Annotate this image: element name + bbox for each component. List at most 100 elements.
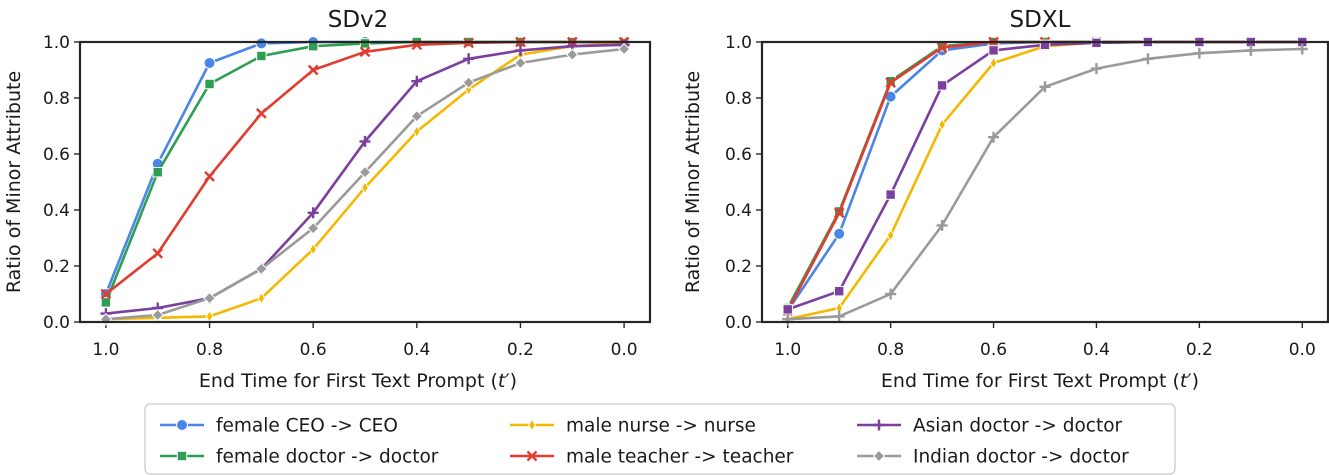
series-indian: [99, 42, 631, 326]
data-point-teacher: [204, 171, 215, 182]
legend-item-asian: Asian doctor -> doctor: [857, 416, 1123, 437]
x-tick-label: 0.6: [980, 340, 1007, 360]
data-point-teacher: [100, 288, 112, 300]
data-point-indian: [1142, 53, 1154, 65]
legend-marker-fdoc: [176, 450, 188, 462]
y-tick-label: 0.4: [725, 201, 752, 221]
data-point-fdoc: [359, 38, 371, 49]
data-point-indian: [462, 76, 475, 89]
data-point-indian: [1245, 44, 1257, 56]
x-tick-label: 0.8: [196, 340, 223, 360]
data-point-nurse: [989, 56, 998, 70]
series-group-sdv2: [99, 36, 631, 326]
legend-items: female CEO -> CEO female doctor -> doctor…: [160, 416, 1129, 468]
data-point-indian: [1039, 81, 1051, 93]
x-tick-label: 0.8: [877, 340, 904, 360]
data-point-ceo: [203, 57, 216, 69]
x-axis-label-text: End Time for First Text Prompt (: [199, 370, 498, 392]
x-axis-label-prime: ′: [1187, 370, 1191, 392]
data-point-nurse: [309, 242, 318, 256]
x-tick-label: 0.2: [507, 340, 534, 360]
legend-label-ceo: female CEO -> CEO: [216, 416, 398, 437]
data-point-indian: [566, 48, 579, 61]
data-point-indian: [1296, 43, 1308, 55]
x-tick-label: 0.4: [1083, 340, 1110, 360]
legend-marker-teacher: [526, 450, 538, 462]
y-tick-label: 1.0: [725, 33, 752, 53]
legend-marker-asian: [873, 419, 885, 431]
y-tick-label: 0.0: [43, 313, 70, 333]
data-point-teacher: [307, 64, 319, 76]
y-tick-label: 1.0: [43, 33, 70, 53]
data-point-asian: [359, 135, 371, 147]
data-point-indian: [833, 310, 845, 322]
series-indian: [782, 43, 1308, 325]
data-point-nurse: [938, 118, 946, 132]
y-tick-label: 0.2: [725, 257, 752, 277]
data-point-indian: [936, 219, 948, 231]
x-axis-label-variable: t: [498, 370, 507, 392]
legend-label-asian: Asian doctor -> doctor: [913, 416, 1123, 437]
legend-box: [144, 403, 1176, 475]
data-point-fdoc: [204, 78, 215, 90]
legend-marker-ceo: [176, 419, 188, 431]
data-point-asian: [463, 53, 475, 65]
y-tick-label: 0.0: [725, 313, 752, 333]
data-point-indian: [255, 262, 268, 276]
data-point-indian: [358, 165, 372, 179]
legend-item-fdoc: female doctor -> doctor: [160, 447, 439, 468]
x-tick-label: 1.0: [774, 340, 801, 360]
legend-marker-indian: [872, 449, 886, 463]
series-asian: [100, 39, 630, 320]
x-axis-label-prime: ′: [505, 370, 509, 392]
x-tick-label: 0.2: [1186, 340, 1213, 360]
data-point-fdoc: [152, 167, 163, 178]
x-tick-label: 1.0: [92, 340, 119, 360]
panel-sdxl: SDXL Ratio of Minor Attribute End Time f…: [682, 7, 1329, 392]
data-point-asian: [514, 44, 526, 56]
plot-frame-sdxl: [760, 40, 1329, 324]
data-point-asian: [885, 189, 896, 200]
data-point-teacher: [833, 207, 845, 219]
data-point-teacher: [885, 77, 896, 88]
legend-item-ceo: female CEO -> CEO: [160, 416, 398, 437]
data-point-asian: [988, 45, 999, 56]
data-point-asian: [411, 75, 423, 87]
data-point-teacher: [936, 42, 948, 53]
y-tick-label: 0.6: [43, 145, 70, 165]
panel-sdv2: SDv2 Ratio of Minor Attribute End Time f…: [3, 7, 652, 392]
legend-marker-nurse: [528, 418, 536, 432]
data-point-teacher: [152, 248, 164, 259]
legend: female CEO -> CEO female doctor -> doctor…: [144, 403, 1176, 475]
data-point-fdoc: [100, 297, 112, 308]
data-point-indian: [1090, 63, 1102, 75]
data-point-indian: [306, 221, 320, 235]
x-axis-label-close: ): [510, 370, 517, 392]
legend-label-indian: Indian doctor -> doctor: [913, 447, 1129, 468]
data-point-nurse: [361, 181, 369, 195]
series-ceo: [781, 36, 1309, 317]
legend-item-teacher: male teacher -> teacher: [510, 447, 794, 468]
axis-ticks-sdxl: 1.0 0.8 0.6 0.4 0.2 0.0 0.0 0.2 0.4 0.6 0.8 1.0: [725, 33, 1316, 360]
data-point-teacher: [256, 108, 267, 119]
data-point-asian: [936, 80, 948, 91]
data-point-indian: [410, 109, 424, 123]
y-tick-label: 0.2: [43, 257, 70, 277]
data-point-indian: [151, 308, 164, 322]
data-point-nurse: [205, 309, 214, 323]
data-point-asian: [1039, 39, 1051, 50]
data-point-indian: [617, 42, 631, 56]
plot-frame-sdv2: [78, 40, 652, 324]
data-point-asian: [833, 286, 845, 297]
series-line-asian: [105, 43, 625, 315]
series-nurse: [783, 35, 1307, 326]
x-axis-label-text: End Time for First Text Prompt (: [881, 370, 1180, 392]
legend-label-fdoc: female doctor -> doctor: [216, 447, 439, 468]
x-tick-label: 0.6: [300, 340, 327, 360]
data-point-ceo: [833, 227, 846, 240]
x-axis-label-variable: t: [1180, 370, 1189, 392]
data-point-asian: [307, 207, 319, 219]
data-point-indian: [203, 291, 216, 305]
y-axis-label-sdxl: Ratio of Minor Attribute: [682, 71, 704, 293]
